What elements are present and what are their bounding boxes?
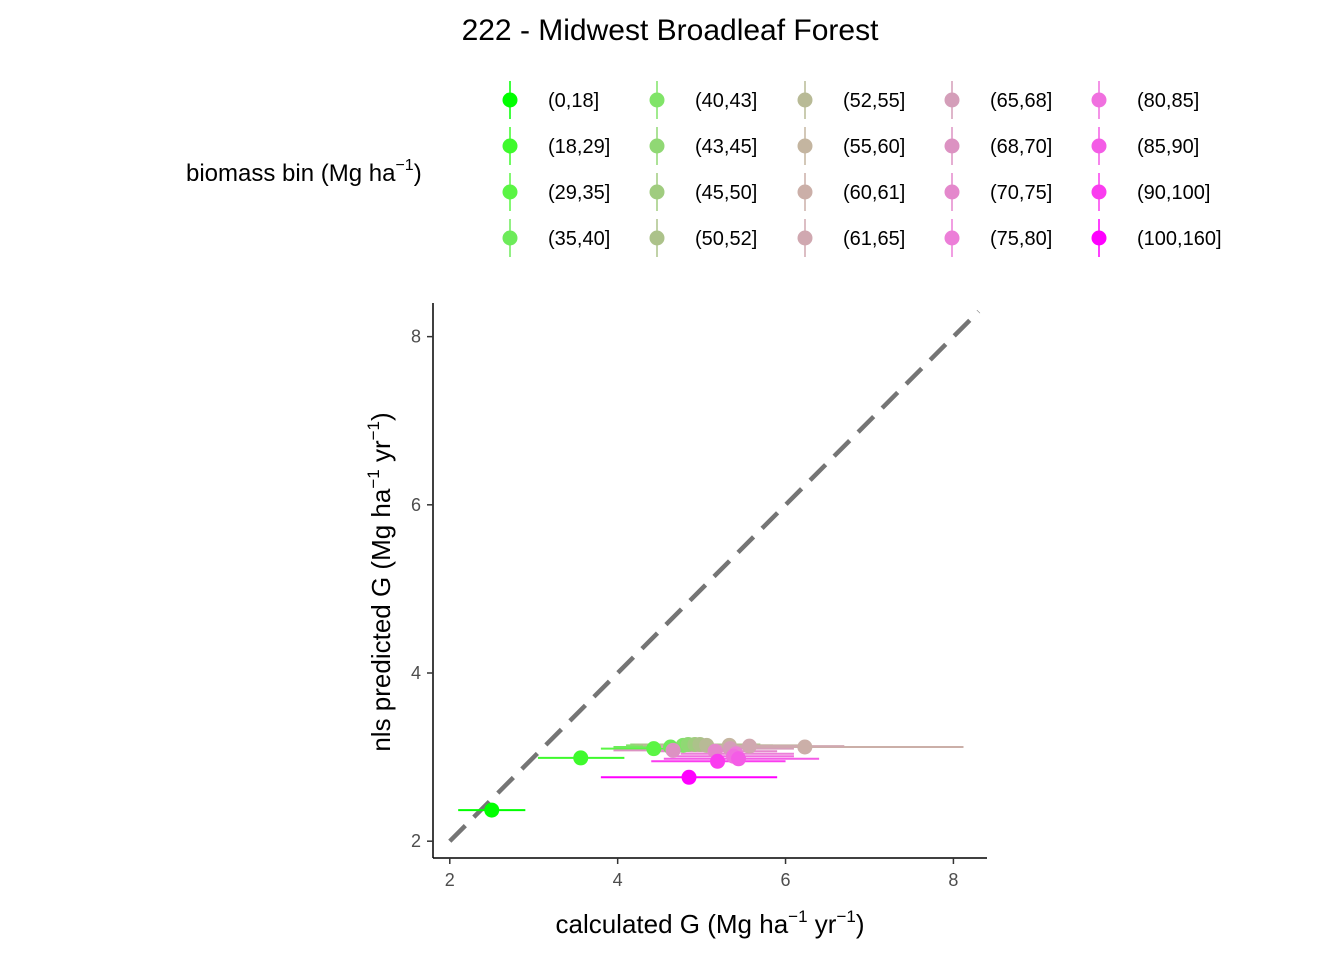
x-tick-label: 2 bbox=[445, 870, 455, 890]
legend-label: (18,29] bbox=[548, 136, 610, 158]
x-tick-label: 4 bbox=[613, 870, 623, 890]
legend-label: (80,85] bbox=[1137, 90, 1199, 112]
y-axis-title: nls predicted G (Mg ha−1 yr−1) bbox=[364, 412, 396, 751]
legend-key-point bbox=[502, 184, 518, 200]
legend-key-point bbox=[944, 138, 960, 154]
legend-label: (100,160] bbox=[1137, 228, 1222, 250]
data-point bbox=[573, 750, 589, 766]
reference-line bbox=[448, 309, 981, 843]
legend-label: (45,50] bbox=[695, 182, 757, 204]
legend-key-point bbox=[797, 184, 813, 200]
x-axis-title: calculated G (Mg ha−1 yr−1) bbox=[555, 907, 864, 939]
legend-key-point bbox=[649, 138, 665, 154]
chart-title: 222 - Midwest Broadleaf Forest bbox=[462, 14, 880, 47]
legend-key-point bbox=[502, 230, 518, 246]
legend-label: (90,100] bbox=[1137, 182, 1210, 204]
legend-label: (35,40] bbox=[548, 228, 610, 250]
x-tick-label: 8 bbox=[948, 870, 958, 890]
legend-key-point bbox=[1091, 138, 1107, 154]
data-point bbox=[741, 738, 757, 754]
legend-key-point bbox=[502, 138, 518, 154]
data-point bbox=[665, 742, 681, 758]
legend-key-point bbox=[649, 230, 665, 246]
legend-label: (85,90] bbox=[1137, 136, 1199, 158]
legend: biomass bin (Mg ha−1) (0,18] (18,29] (29,35… bbox=[186, 81, 1222, 257]
legend-label: (40,43] bbox=[695, 90, 757, 112]
y-tick-label: 8 bbox=[411, 327, 421, 347]
legend-key-point bbox=[797, 138, 813, 154]
legend-label: (43,45] bbox=[695, 136, 757, 158]
data-point bbox=[797, 739, 813, 755]
legend-label: (70,75] bbox=[990, 182, 1052, 204]
legend-key-point bbox=[649, 184, 665, 200]
data-point bbox=[646, 741, 662, 757]
legend-label: (68,70] bbox=[990, 136, 1052, 158]
legend-key-point bbox=[797, 230, 813, 246]
legend-title: biomass bin (Mg ha−1) bbox=[186, 157, 422, 187]
y-tick-label: 2 bbox=[411, 831, 421, 851]
legend-key-point bbox=[649, 92, 665, 108]
y-tick-label: 4 bbox=[411, 663, 421, 683]
legend-key-point bbox=[944, 92, 960, 108]
legend-key-point bbox=[1091, 92, 1107, 108]
legend-key-point bbox=[944, 230, 960, 246]
data-point bbox=[484, 802, 500, 818]
legend-label: (75,80] bbox=[990, 228, 1052, 250]
data-point bbox=[731, 751, 747, 767]
data-point bbox=[710, 753, 726, 769]
x-tick-label: 6 bbox=[781, 870, 791, 890]
legend-key-point bbox=[1091, 230, 1107, 246]
legend-label: (50,52] bbox=[695, 228, 757, 250]
legend-label: (0,18] bbox=[548, 90, 599, 112]
legend-label: (60,61] bbox=[843, 182, 905, 204]
legend-label: (55,60] bbox=[843, 136, 905, 158]
legend-label: (65,68] bbox=[990, 90, 1052, 112]
legend-label: (52,55] bbox=[843, 90, 905, 112]
legend-key-point bbox=[502, 92, 518, 108]
legend-key-point bbox=[797, 92, 813, 108]
y-tick-label: 6 bbox=[411, 495, 421, 515]
legend-key-point bbox=[1091, 184, 1107, 200]
legend-label: (29,35] bbox=[548, 182, 610, 204]
data-point bbox=[681, 769, 697, 785]
legend-key-point bbox=[944, 184, 960, 200]
legend-label: (61,65] bbox=[843, 228, 905, 250]
plot-area: 2 4 6 8 2 4 6 8 calculated G (Mg ha−1 yr−1) nls p… bbox=[364, 303, 987, 939]
